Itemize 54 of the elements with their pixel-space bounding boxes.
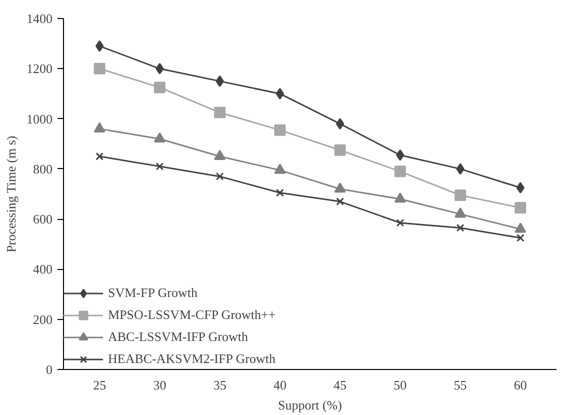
legend-label: SVM-FP Growth bbox=[108, 285, 198, 301]
point bbox=[514, 202, 526, 214]
point bbox=[396, 149, 404, 161]
x-tick-label: 55 bbox=[454, 378, 467, 392]
x-tick-label: 40 bbox=[273, 378, 286, 392]
x-tick-label: 35 bbox=[213, 378, 226, 392]
y-tick-label: 1400 bbox=[26, 11, 52, 26]
y-tick-label: 0 bbox=[46, 362, 52, 377]
point bbox=[334, 144, 346, 156]
x-tick-label: 60 bbox=[514, 378, 527, 392]
point bbox=[94, 62, 106, 74]
point bbox=[95, 40, 104, 52]
point bbox=[454, 208, 466, 218]
x-axis-title: Support (%) bbox=[278, 398, 342, 412]
y-axis-title: Processing Time (m s) bbox=[4, 136, 18, 252]
legend-label: ABC-LSSVM-IFP Growth bbox=[108, 329, 248, 345]
y-tick-label: 600 bbox=[33, 212, 52, 227]
legend-label: MPSO-LSSVM-CFP Growth++ bbox=[108, 307, 276, 323]
point bbox=[96, 152, 104, 160]
point bbox=[214, 150, 226, 160]
x-tick-label: 45 bbox=[334, 378, 347, 392]
point bbox=[214, 106, 226, 118]
point bbox=[154, 132, 166, 142]
point bbox=[154, 82, 166, 94]
point bbox=[276, 188, 284, 197]
point bbox=[94, 122, 106, 132]
y-tick-label: 400 bbox=[33, 262, 52, 277]
point bbox=[396, 218, 404, 227]
point bbox=[516, 234, 524, 242]
point bbox=[274, 124, 286, 136]
y-tick-label: 1200 bbox=[26, 61, 52, 76]
point bbox=[216, 75, 224, 87]
point bbox=[276, 88, 284, 100]
legend-label: HEABC-AKSVM2-IFP Growth bbox=[108, 351, 276, 367]
point bbox=[394, 192, 406, 203]
point bbox=[456, 163, 464, 175]
x-tick-label: 25 bbox=[93, 378, 106, 392]
point bbox=[334, 182, 346, 193]
point bbox=[156, 62, 164, 74]
y-tick-label: 1000 bbox=[26, 111, 52, 126]
point bbox=[394, 166, 406, 178]
point bbox=[456, 224, 464, 232]
x-tick-label: 50 bbox=[394, 378, 407, 392]
point bbox=[336, 118, 344, 130]
x-tick-label: 30 bbox=[153, 378, 166, 392]
y-tick-label: 200 bbox=[33, 312, 52, 327]
point bbox=[454, 190, 466, 202]
point bbox=[516, 182, 525, 194]
point bbox=[216, 172, 224, 180]
point bbox=[156, 162, 164, 170]
point bbox=[274, 164, 286, 174]
y-tick-label: 800 bbox=[33, 161, 52, 176]
point bbox=[336, 198, 344, 206]
point bbox=[514, 222, 526, 233]
